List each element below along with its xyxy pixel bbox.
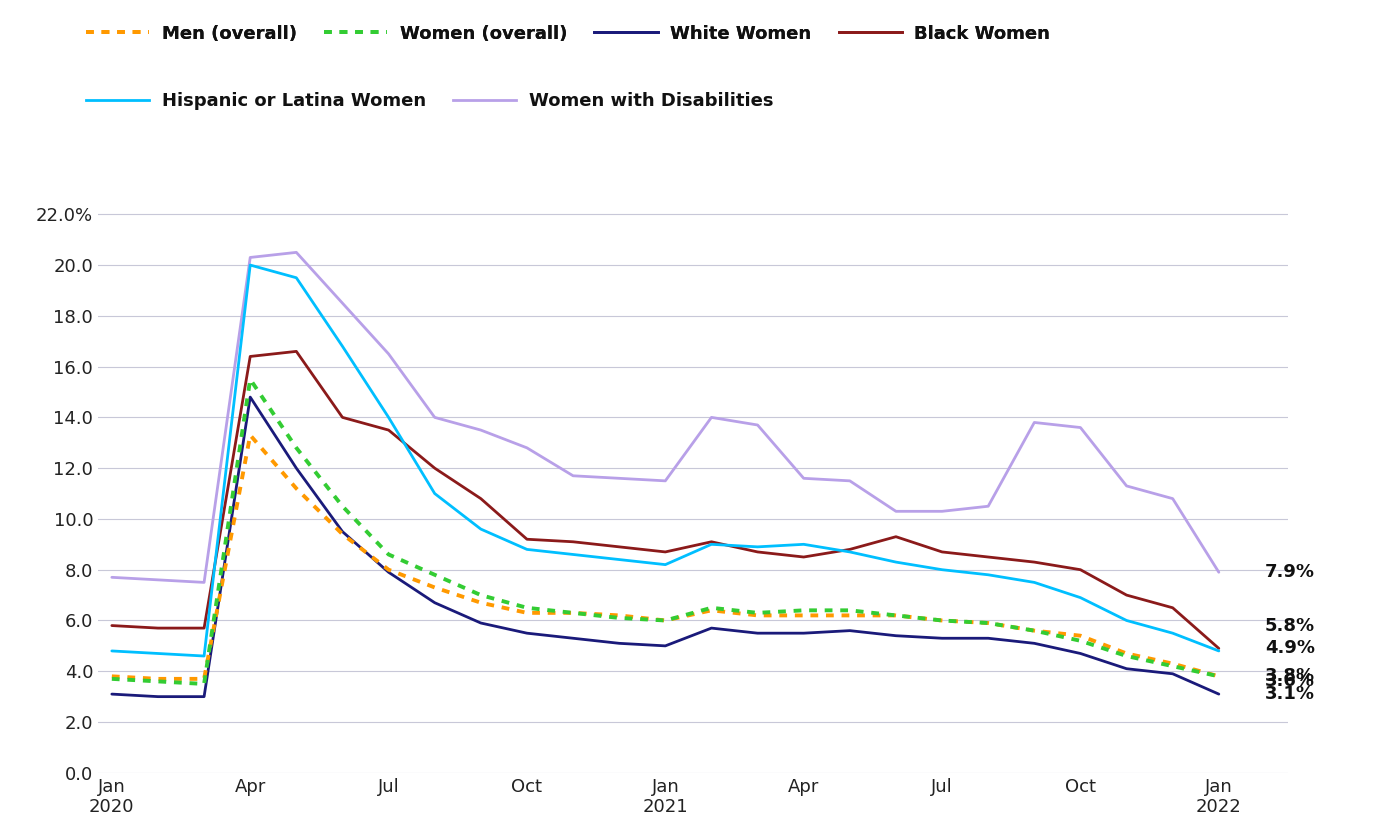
Legend: Hispanic or Latina Women, Women with Disabilities: Hispanic or Latina Women, Women with Dis…: [78, 85, 781, 117]
Text: 5.8%: 5.8%: [1266, 617, 1315, 634]
Text: 7.9%: 7.9%: [1266, 564, 1315, 581]
Text: 4.9%: 4.9%: [1266, 639, 1315, 658]
Text: 3.8%: 3.8%: [1266, 667, 1315, 685]
Text: 3.6%: 3.6%: [1266, 672, 1315, 690]
Text: 3.1%: 3.1%: [1266, 685, 1315, 703]
Legend: Men (overall), Women (overall), White Women, Black Women: Men (overall), Women (overall), White Wo…: [78, 18, 1057, 50]
